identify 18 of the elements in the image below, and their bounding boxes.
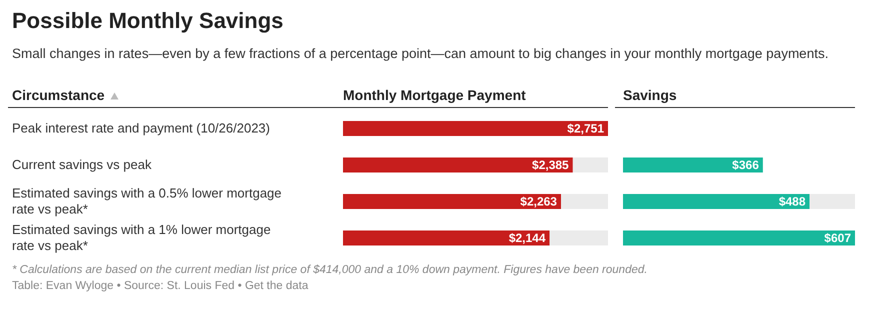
data-label: $607 <box>824 230 852 245</box>
data-label: $488 <box>778 194 806 208</box>
data-label: $366 <box>732 158 760 172</box>
chart-subtitle: Small changes in rates—even by a few fractions of a percentage point—can amount to big changes in your monthly mortgage payments. <box>12 46 830 61</box>
data-label: $2,263 <box>520 194 558 208</box>
text: Possible Monthly Savings <box>12 8 284 34</box>
y-tick-label: Estimated savings with a 0.5% lower mortgage rate vs peak* <box>12 185 282 216</box>
data-label: $2,385 <box>532 158 570 172</box>
text: Table: Evan Wyloge • Source: St. Louis Fed • Get the data <box>12 280 310 292</box>
y-tick-label: Peak interest rate and payment (10/26/2023) <box>12 120 270 136</box>
x-axis-title: Monthly Mortgage Payment <box>343 87 526 103</box>
y-tick-label: Current savings vs peak <box>12 156 152 172</box>
x-axis-title: Savings <box>622 87 677 103</box>
y-tick-label: Estimated savings with a 1% lower mortgage rate vs peak* <box>12 222 271 253</box>
text: * Calculations are based on the current median list price of $414,000 and a 10% down payment. Figures have been rounded. <box>12 264 648 276</box>
y-axis-title: Circumstance <box>11 87 106 103</box>
data-label: $2,144 <box>508 230 546 245</box>
data-label: $2,751 <box>567 121 604 136</box>
